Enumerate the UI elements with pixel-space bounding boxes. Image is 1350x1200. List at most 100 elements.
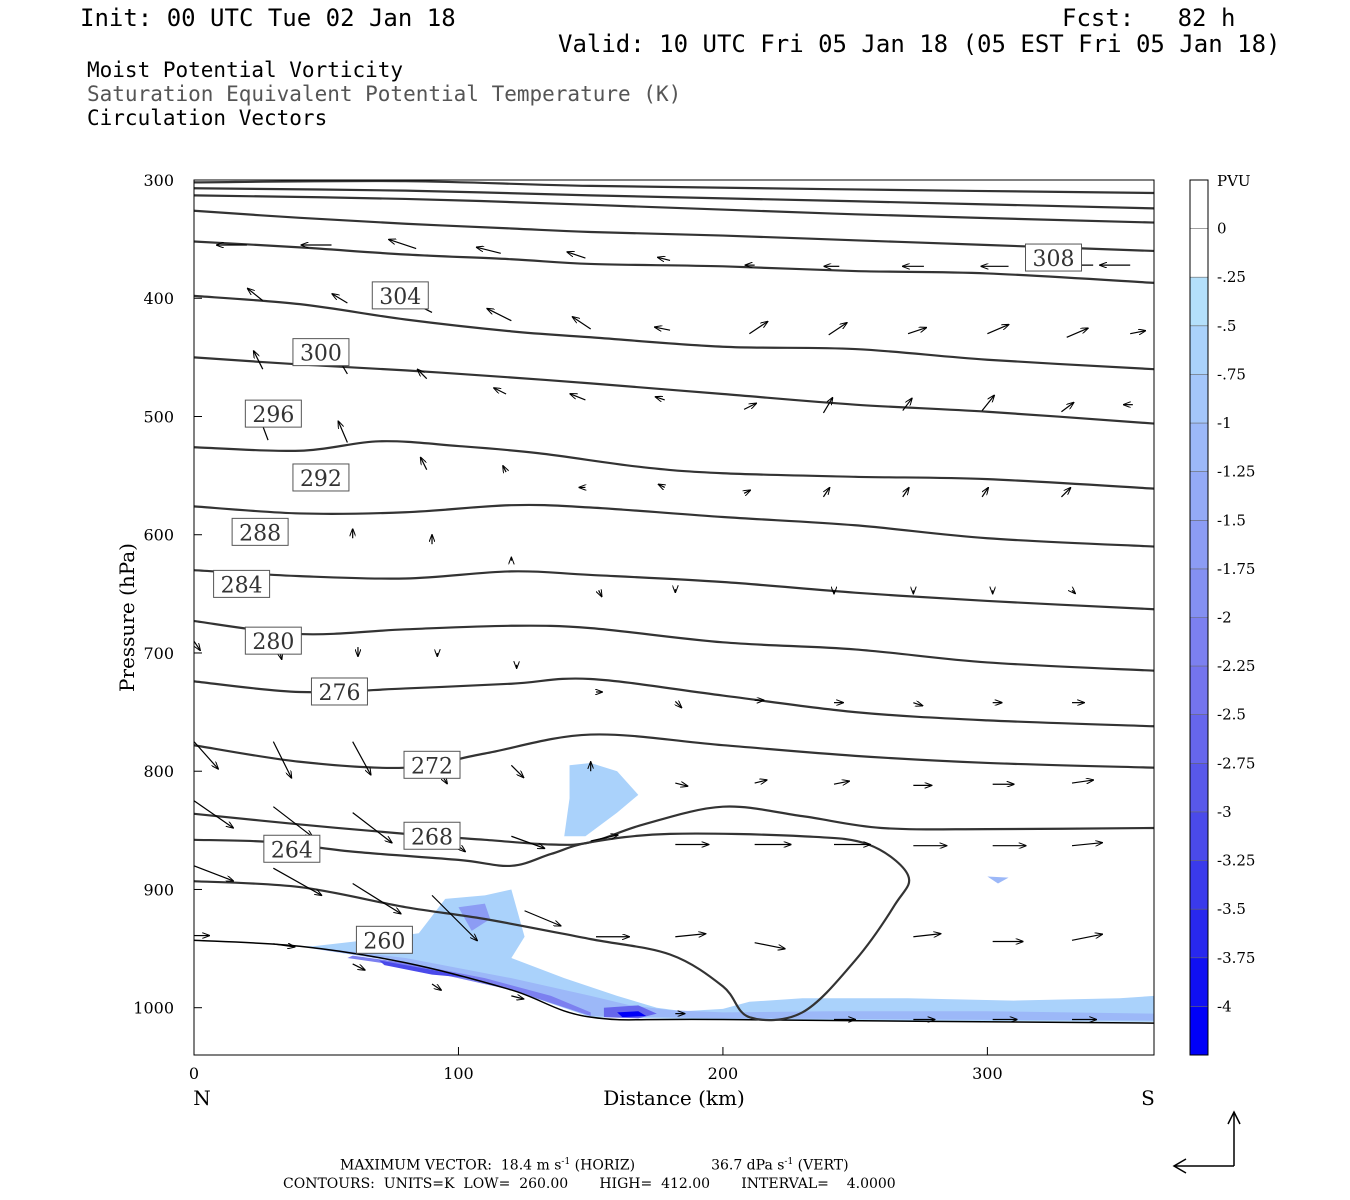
mpv-region-1 [564,762,639,837]
circulation-vector-41 [659,484,665,487]
contour-label-292: 292 [300,467,342,492]
circulation-vector-17 [655,327,671,330]
mpv-region-6 [379,960,472,979]
colorbar-unit: PVU [1217,172,1251,190]
circulation-vector-13 [332,294,348,304]
contour-label-304: 304 [379,285,421,310]
contour-label-box-300 [292,338,350,367]
field-title-vectors: Circulation Vectors [87,106,328,130]
y-tick-label-300: 300 [143,171,174,190]
circulation-vector-99 [754,942,785,949]
colorbar-swatch-10 [1190,666,1208,715]
y-tick-label-1000: 1000 [133,999,174,1018]
colorbar-swatch-3 [1190,325,1208,375]
field-title-theta: Saturation Equivalent Potential Temperat… [87,82,682,106]
colorbar-level-10: -2.5 [1217,706,1246,724]
plot-frame [193,179,1155,1056]
circulation-vector-42 [744,490,750,493]
contour-info-text: CONTOURS: UNITS=K LOW= 260.00 HIGH= 412.… [283,1176,896,1192]
forecast-hour: Fcst: 82 h [1062,4,1236,32]
circulation-vector-3 [477,247,501,254]
colorbar-swatch-15 [1190,909,1208,958]
theta-contour-288 [194,503,1154,548]
contour-label-268: 268 [411,825,453,850]
theta-contour-260 [194,939,1154,1024]
circulation-vector-68 [194,741,218,769]
colorbar: PVU 0 -.25 -.5 -.75 -1 -1.25 -1.5 -1.75 -2 -2.25 -2… [1189,172,1255,1056]
colorbar-level-12: -3 [1217,803,1232,821]
circulation-vector-70 [352,741,371,775]
contour-label-300: 300 [300,342,342,367]
circulation-vectors [194,240,1145,1020]
contour-label-box-292 [292,463,350,492]
circulation-vector-38 [421,458,428,470]
colorbar-level-0: 0 [1217,220,1227,238]
y-tick-label-700: 700 [143,644,174,663]
colorbar-swatch-11 [1190,714,1208,764]
contour-label-box-284 [213,569,271,598]
contour-label-264: 264 [271,838,313,863]
circulation-vector-98 [675,934,705,937]
contour-label-288: 288 [239,521,281,546]
colorbar-level-7: -1.75 [1217,560,1255,578]
circulation-vector-34 [1061,403,1073,413]
x-tick-label-0: 0 [189,1064,199,1083]
colorbar-level-14: -3.5 [1217,900,1246,918]
circulation-vector-19 [828,323,847,336]
contour-label-272: 272 [411,754,453,779]
y-axis-label: Pressure (hPa) [115,543,139,692]
circulation-vector-75 [754,780,767,783]
circulation-vector-30 [743,403,756,410]
circulation-vector-76 [833,781,849,784]
circulation-vector-94 [352,883,401,914]
circulation-vector-5 [658,257,671,260]
colorbar-swatch-1 [1190,228,1208,278]
x-tick-label-100: 100 [443,1064,474,1083]
circulation-vector-27 [494,388,507,395]
contour-labels: 260 264 268 272 276 280 284 288 292 296 300 304 308 [213,243,1083,954]
circulation-vector-21 [987,325,1008,335]
circulation-vector-45 [981,488,988,498]
colorbar-swatch-8 [1190,568,1208,618]
colorbar-level-5: -1.25 [1217,463,1255,481]
y-tick-label-600: 600 [143,526,174,545]
circulation-vector-15 [487,309,512,322]
north-end-label: N [193,1086,211,1110]
circulation-vector-95 [431,894,477,940]
theta-contour-320 [194,180,1154,195]
colorbar-level-8: -2 [1217,609,1232,627]
y-tick-label-400: 400 [143,289,174,308]
circulation-vector-85 [590,835,618,842]
circulation-vector-16 [573,317,592,330]
contour-label-276: 276 [318,681,360,706]
contour-label-308: 308 [1033,247,1075,272]
vert-label: (VERT) [793,1157,849,1174]
x-axis-label: Distance (km) [603,1086,745,1110]
theta-contour-304 [194,240,1154,284]
valid-time: Valid: 10 UTC Fri 05 Jan 18 (05 EST Fri … [558,30,1281,58]
circulation-vector-46 [1061,488,1070,498]
theta-contour-272 [194,733,1154,770]
colorbar-swatch-7 [1190,520,1208,569]
colorbar-swatch-9 [1190,617,1208,667]
y-tick-label-800: 800 [143,762,174,781]
circulation-vector-29 [656,397,665,400]
colorbar-swatch-2 [1190,277,1208,326]
theta-contour-300 [194,294,1154,371]
mpv-shading [299,762,1154,1022]
mpv-region-8 [987,876,1009,884]
mpv-region-7 [617,1011,647,1018]
colorbar-swatch-13 [1190,811,1208,861]
circulation-vector-100 [913,934,940,937]
circulation-vector-74 [675,783,687,786]
circulation-vector-12 [248,289,264,302]
circulation-vector-72 [510,764,523,777]
colorbar-level-3: -.75 [1217,365,1246,383]
circulation-vector-96 [524,910,561,926]
circulation-vector-93 [273,867,321,895]
circulation-vector-22 [1066,328,1088,338]
max-vector-vert: 36.7 dPa s [711,1157,785,1174]
circulation-vector-37 [338,422,348,443]
circulation-vector-107 [511,996,523,999]
circulation-vector-82 [352,812,392,843]
